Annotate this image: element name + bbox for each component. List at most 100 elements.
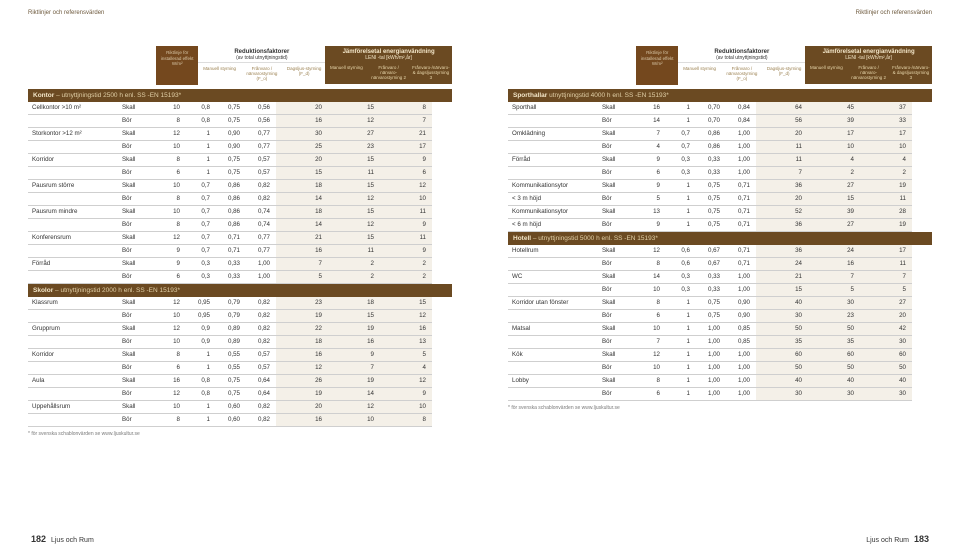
cell: 0,7: [186, 205, 216, 218]
cell: 0,82: [246, 413, 276, 426]
cell: 10: [156, 309, 186, 322]
cell: 0,3: [186, 257, 216, 270]
cell: 25: [276, 140, 328, 153]
table-row: Bör80,70,860,82141210: [28, 192, 432, 205]
cell: 52: [756, 205, 808, 218]
cell: 1,00: [726, 270, 756, 283]
cell: 17: [808, 127, 860, 140]
cell: Bör: [120, 413, 156, 426]
cell: 1: [666, 114, 696, 127]
cell: 0,33: [696, 270, 726, 283]
cell: 7: [276, 257, 328, 270]
cell: 15: [328, 309, 380, 322]
cell: 6: [636, 309, 666, 322]
cell: 50: [808, 322, 860, 335]
cell: 0,3: [666, 166, 696, 179]
cell: 23: [328, 140, 380, 153]
cell: [28, 114, 120, 127]
cell: 30: [276, 127, 328, 140]
cell: 0,33: [696, 283, 726, 296]
cell: [28, 218, 120, 231]
header-leni-col-1: Manuell styrning: [325, 62, 367, 84]
cell: [28, 166, 120, 179]
cell: 12: [156, 322, 186, 335]
section-title: Kontor – utnyttjningstid 2500 h enl. SS …: [28, 89, 452, 102]
cell: 11: [756, 140, 808, 153]
table-row: KlassrumSkall120,950,790,82231815: [28, 297, 432, 310]
cell: 40: [756, 374, 808, 387]
cell: 0,7: [666, 140, 696, 153]
cell: Bör: [600, 166, 636, 179]
cell: 0,33: [216, 257, 246, 270]
cell: 1,00: [726, 374, 756, 387]
cell: 1: [666, 218, 696, 231]
cell: 8: [636, 296, 666, 309]
cell: Skall: [600, 270, 636, 283]
table-row: Bör1010,900,77252317: [28, 140, 432, 153]
cell: 13: [380, 335, 432, 348]
cell: Korridor: [28, 153, 120, 166]
table-row: Bör1011,001,00505050: [508, 361, 912, 374]
cell: Konferensrum: [28, 231, 120, 244]
cell: 0,60: [216, 400, 246, 413]
cell: 1,00: [726, 140, 756, 153]
cell: Skall: [120, 257, 156, 270]
cell: 10: [328, 413, 380, 426]
header-reduction-col-2: Frånvaro / närvarostyrning (F_o): [241, 63, 283, 85]
header-leni-group: Jämförelsetal energianvändning LENI -tal…: [805, 46, 932, 85]
table-row: UppehållsrumSkall1010,600,82201210: [28, 400, 432, 413]
cell: 8: [636, 374, 666, 387]
cell: 19: [276, 309, 328, 322]
cell: 2: [380, 270, 432, 283]
cell: [508, 309, 600, 322]
cell: 0,89: [216, 322, 246, 335]
cell: Omklädning: [508, 127, 600, 140]
data-table: HotellrumSkall120,60,670,71362417Bör80,6…: [508, 245, 912, 401]
cell: 8: [156, 153, 186, 166]
cell: [508, 335, 600, 348]
cell: 6: [636, 387, 666, 400]
cell: 18: [276, 335, 328, 348]
cell: 10: [156, 140, 186, 153]
cell: 7: [636, 335, 666, 348]
cell: 11: [380, 231, 432, 244]
cell: 20: [276, 153, 328, 166]
cell: 0,90: [726, 309, 756, 322]
header-installed-effect: Riktlinje för installerad effekt W/m²: [156, 46, 198, 85]
cell: Förråd: [28, 257, 120, 270]
cell: Bör: [600, 140, 636, 153]
cell: 1: [186, 140, 216, 153]
page-left: Riktlinjer och referensvärden Riktlinje …: [0, 0, 480, 558]
cell: 0,74: [246, 205, 276, 218]
cell: Pausrum mindre: [28, 205, 120, 218]
cell: Skall: [600, 322, 636, 335]
cell: 0,86: [216, 205, 246, 218]
cell: 16: [276, 114, 328, 127]
cell: 0,33: [216, 270, 246, 283]
header-leni-title: Jämförelsetal energianvändning LENI -tal…: [805, 46, 932, 62]
table-header-left: Riktlinje för installerad effekt W/m² Re…: [156, 46, 452, 85]
cell: 1,00: [246, 270, 276, 283]
cell: 0,77: [246, 231, 276, 244]
cell: [508, 257, 600, 270]
cell: 0,86: [696, 140, 726, 153]
cell: 0,82: [246, 297, 276, 310]
data-table: SporthallSkall1610,700,84644537Bör1410,7…: [508, 102, 912, 232]
cell: 10: [636, 322, 666, 335]
page-footer-right: Ljus och Rum 183: [866, 534, 932, 544]
cell: 0,75: [696, 218, 726, 231]
cell: 0,8: [186, 114, 216, 127]
cell: 12: [636, 348, 666, 361]
table-row: SporthallSkall1610,700,84644537: [508, 102, 912, 115]
cell: 0,9: [186, 335, 216, 348]
table-row: KommunikationsytorSkall910,750,71362719: [508, 179, 912, 192]
cell: 1: [186, 166, 216, 179]
cell: 0,89: [216, 335, 246, 348]
cell: [508, 387, 600, 400]
cell: 4: [380, 361, 432, 374]
cell: 11: [328, 166, 380, 179]
cell: 0,75: [216, 387, 246, 400]
cell: 23: [276, 297, 328, 310]
section-title: Skolor – utnyttjningstid 2000 h enl. SS …: [28, 284, 452, 297]
cell: 0,67: [696, 257, 726, 270]
